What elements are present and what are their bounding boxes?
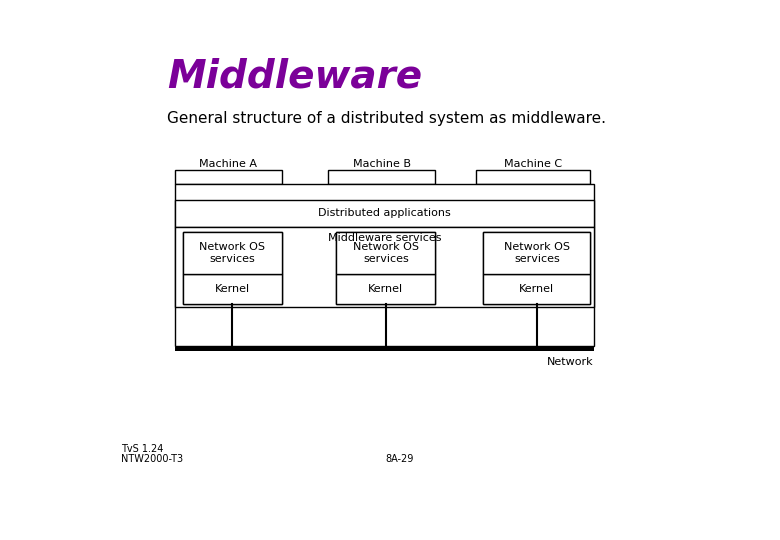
FancyBboxPatch shape xyxy=(183,274,282,303)
Text: Middleware: Middleware xyxy=(167,58,423,96)
Text: General structure of a distributed system as middleware.: General structure of a distributed syste… xyxy=(167,111,606,126)
FancyBboxPatch shape xyxy=(336,232,435,274)
Text: NTW2000-T3: NTW2000-T3 xyxy=(121,454,183,464)
Text: Machine A: Machine A xyxy=(200,159,257,168)
Text: Middleware services: Middleware services xyxy=(328,233,441,242)
Text: Kernel: Kernel xyxy=(368,284,403,294)
FancyBboxPatch shape xyxy=(336,274,435,303)
Text: Network OS
services: Network OS services xyxy=(200,242,265,264)
FancyBboxPatch shape xyxy=(175,226,594,307)
Text: Machine C: Machine C xyxy=(504,159,562,168)
Text: TvS 1.24: TvS 1.24 xyxy=(121,444,163,454)
FancyBboxPatch shape xyxy=(183,232,282,274)
Text: Network OS
services: Network OS services xyxy=(504,242,570,264)
Text: Network OS
services: Network OS services xyxy=(353,242,419,264)
FancyBboxPatch shape xyxy=(175,170,282,184)
FancyBboxPatch shape xyxy=(175,347,594,351)
Text: Network: Network xyxy=(547,357,594,367)
FancyBboxPatch shape xyxy=(476,170,590,184)
FancyBboxPatch shape xyxy=(175,184,594,346)
Text: Machine B: Machine B xyxy=(353,159,411,168)
FancyBboxPatch shape xyxy=(484,232,590,274)
FancyBboxPatch shape xyxy=(484,274,590,303)
Text: Kernel: Kernel xyxy=(215,284,250,294)
FancyBboxPatch shape xyxy=(484,232,590,303)
FancyBboxPatch shape xyxy=(175,200,594,226)
FancyBboxPatch shape xyxy=(328,170,435,184)
Text: 8A-29: 8A-29 xyxy=(385,454,414,464)
Text: Distributed applications: Distributed applications xyxy=(318,208,451,218)
FancyBboxPatch shape xyxy=(183,232,282,303)
FancyBboxPatch shape xyxy=(336,232,435,303)
Text: Kernel: Kernel xyxy=(519,284,555,294)
